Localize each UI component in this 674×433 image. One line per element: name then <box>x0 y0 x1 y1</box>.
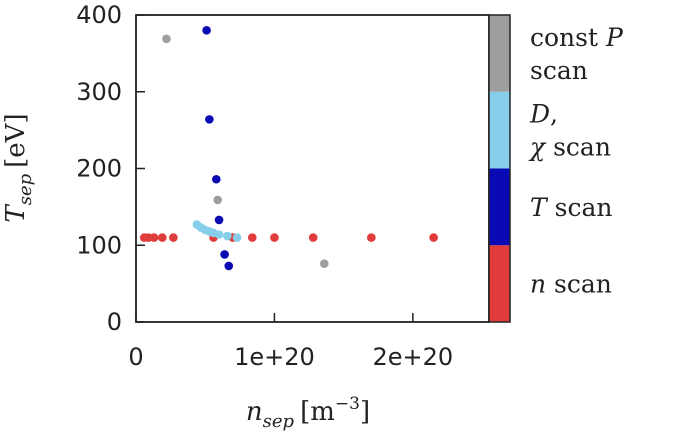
data-point <box>202 26 211 35</box>
data-points <box>140 26 438 271</box>
data-point <box>224 261 234 271</box>
data-point <box>270 233 279 242</box>
colorbar-label: n scan <box>530 270 612 299</box>
x-tick-label: 2e+20 <box>373 343 454 371</box>
series-const-p-scan <box>162 34 329 268</box>
data-point <box>247 233 257 242</box>
axis-labels: nsep [m−3] Tsep[eV] <box>1 113 370 432</box>
colorbar-frame <box>488 14 511 323</box>
y-tick-label: 0 <box>107 308 122 336</box>
colorbar-segment <box>489 245 510 322</box>
x-axis-label: nsep [m−3] <box>246 394 370 432</box>
colorbar-label: D, <box>529 100 558 129</box>
y-axis-ticks: 0 100 200 300 400 <box>76 1 145 336</box>
data-point <box>319 259 329 268</box>
series-n-scan <box>140 233 438 242</box>
data-point <box>308 233 318 242</box>
y-tick-label: 400 <box>76 1 122 29</box>
plot-frame <box>135 14 490 323</box>
data-point <box>213 195 222 205</box>
colorbar-segment <box>489 168 510 246</box>
x-tick-label: 0 <box>128 343 143 371</box>
data-point <box>169 233 178 242</box>
colorbar-label: const P <box>530 23 624 52</box>
data-point <box>429 233 438 242</box>
y-tick-label: 300 <box>76 78 122 106</box>
data-point <box>220 250 229 259</box>
data-point <box>223 231 232 241</box>
data-point <box>211 174 221 184</box>
x-axis-ticks: 0 1e+20 2e+20 <box>128 313 453 371</box>
y-tick-label: 200 <box>76 155 122 183</box>
data-point <box>214 230 224 239</box>
colorbar-legend: n scan T scan D, χ scan const P scan <box>488 14 624 323</box>
data-point <box>367 233 376 242</box>
data-point <box>149 233 159 242</box>
colorbar-label: scan <box>530 56 588 85</box>
colorbar-segment <box>489 91 510 169</box>
colorbar-label: χ scan <box>528 133 611 162</box>
data-point <box>158 233 167 242</box>
data-point <box>205 115 214 124</box>
colorbar-segment <box>489 15 510 92</box>
series-d-scan <box>192 220 242 242</box>
x-tick-label: 1e+20 <box>234 343 315 371</box>
y-tick-label: 100 <box>76 231 122 259</box>
series-t-scan <box>202 26 234 271</box>
y-axis-label: Tsep[eV] <box>1 113 36 222</box>
data-point <box>214 215 224 225</box>
data-point <box>232 233 242 242</box>
colorbar-label: T scan <box>530 193 612 222</box>
data-point <box>162 34 171 44</box>
plot-area <box>135 14 490 323</box>
